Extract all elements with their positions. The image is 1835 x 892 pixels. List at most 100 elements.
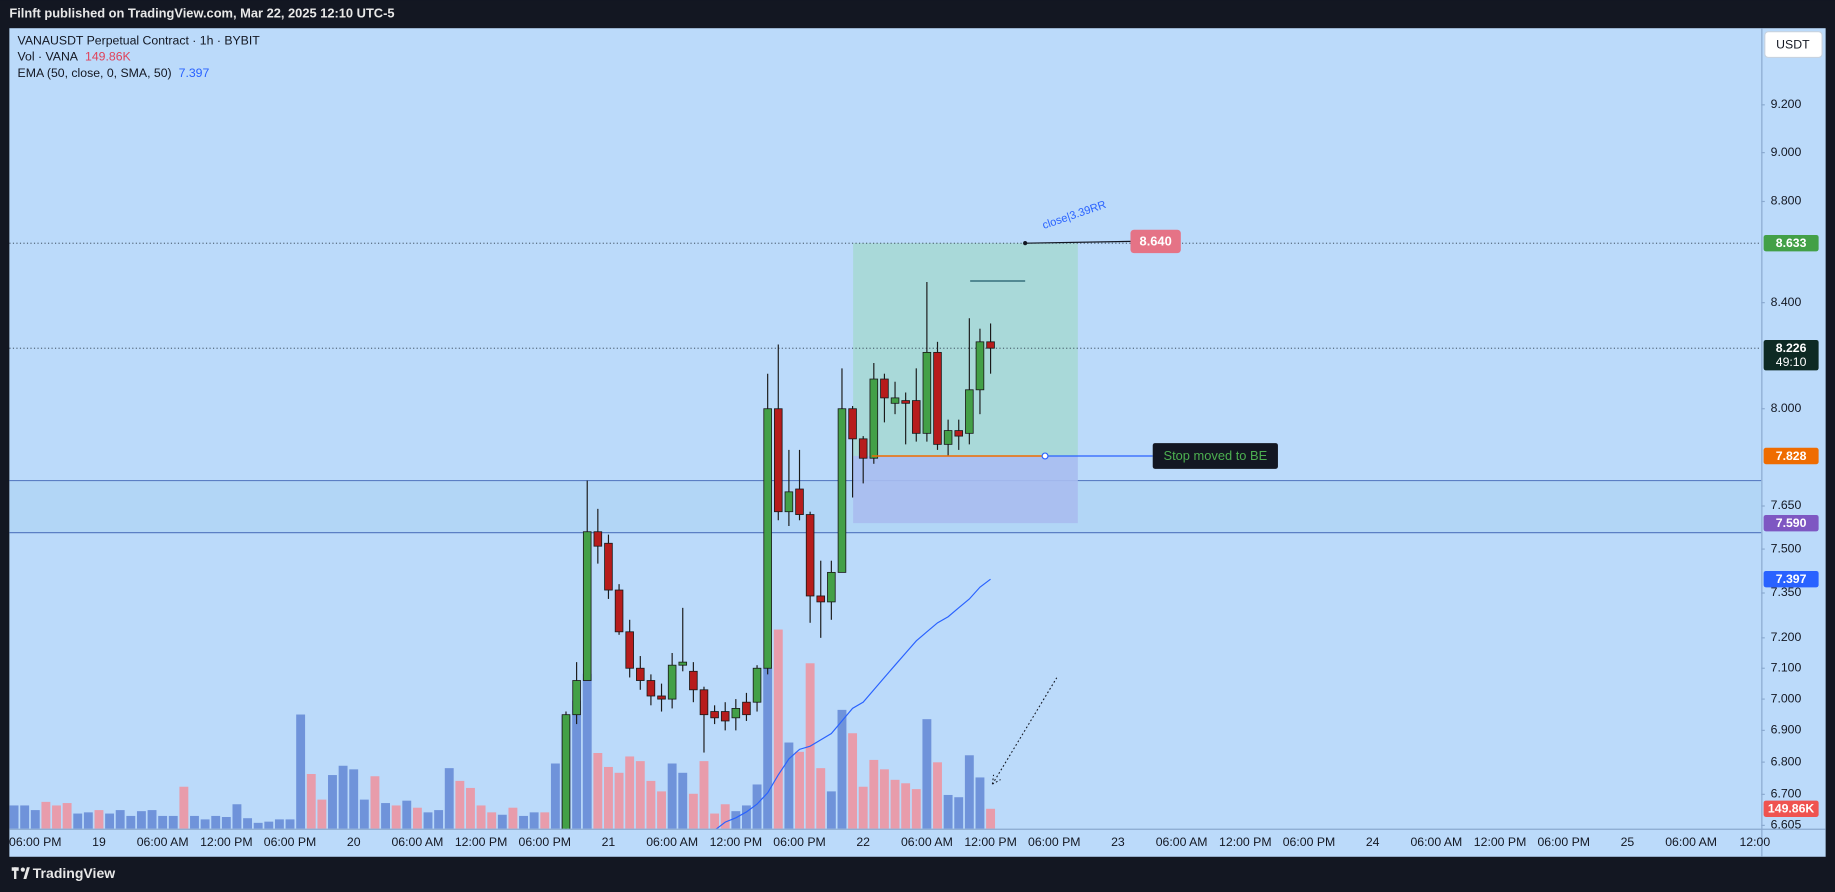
footer-brand: TradingView — [33, 865, 115, 881]
candle-body — [784, 491, 794, 513]
x-tick-label: 22 — [856, 835, 870, 849]
volume-bar — [391, 805, 401, 829]
volume-bar — [540, 812, 550, 829]
candle-body — [774, 408, 783, 513]
volume-bar — [869, 759, 879, 829]
volume-bar — [550, 763, 560, 829]
candle-body — [816, 595, 826, 603]
candle-body — [827, 571, 836, 603]
volume-bar — [434, 810, 444, 829]
volume-bar — [773, 629, 783, 829]
volume-bar — [423, 812, 433, 829]
currency-box — [1764, 31, 1823, 59]
candle-body — [646, 680, 656, 697]
candle-body — [561, 714, 571, 829]
x-tick-label: 12:00 PM — [1474, 835, 1527, 849]
candle-body — [572, 680, 581, 716]
x-tick-label: 12:00 PM — [1219, 835, 1272, 849]
volume-bar — [519, 815, 528, 829]
legend-volume-title: Vol · VANA — [18, 50, 79, 64]
volume-bar — [848, 733, 858, 829]
legend-title: VANAUSDT Perpetual Contract · 1h · BYBIT — [18, 33, 261, 47]
volume-bar — [837, 709, 847, 829]
price-label-box — [1763, 447, 1819, 465]
volume-bar — [572, 700, 582, 829]
candle-body — [869, 378, 879, 459]
volume-bar — [317, 799, 327, 829]
volume-bar — [264, 821, 274, 829]
price-label: 7.590 — [1776, 516, 1807, 530]
candle-body — [975, 341, 985, 391]
volume-bar — [986, 808, 996, 829]
target-label-box — [1130, 229, 1181, 254]
x-tick-label: 06:00 PM — [773, 835, 826, 849]
volume-bar — [232, 804, 242, 829]
candle-body — [922, 351, 932, 434]
candle-body — [752, 667, 762, 703]
volume-bar — [306, 773, 316, 829]
volume-bar — [412, 807, 422, 829]
x-tick-label: 19 — [92, 835, 106, 849]
volume-label-box — [1763, 800, 1819, 817]
candle-body — [763, 408, 772, 669]
volume-bar — [826, 791, 836, 829]
volume-bar — [699, 761, 709, 829]
price-label-box — [1763, 570, 1819, 588]
x-tick-label: 06:00 AM — [901, 835, 953, 849]
x-tick-label: 12:00 PM — [964, 835, 1017, 849]
trend-line — [1025, 240, 1132, 244]
volume-bar — [402, 800, 412, 829]
currency-label: USDT — [1776, 37, 1810, 51]
legend-volume-value: 149.86K — [85, 50, 132, 64]
volume-bar — [285, 819, 295, 829]
legend-volume: Vol · VANA 149.86K — [18, 50, 132, 64]
y-tick-label: 6.800 — [1771, 754, 1802, 768]
volume-bar — [943, 794, 953, 829]
footer-logo — [11, 867, 30, 880]
volume-bar — [816, 768, 826, 829]
volume-bar — [105, 813, 115, 829]
candle-body — [614, 589, 624, 633]
volume-bar — [688, 793, 698, 829]
volume-bar — [338, 765, 348, 829]
candle-body — [933, 351, 942, 445]
volume-bar — [83, 812, 93, 829]
x-tick-label: 06:00 AM — [391, 835, 443, 849]
x-tick-label: 24 — [1366, 835, 1380, 849]
x-tick-label: 06:00 PM — [264, 835, 317, 849]
candle-body — [604, 542, 613, 591]
volume-bar — [126, 815, 136, 829]
stop-zone — [853, 455, 1078, 524]
candle-body — [837, 408, 847, 573]
candle-body — [858, 438, 868, 459]
candle-body — [593, 531, 603, 547]
volume-bar — [784, 742, 794, 829]
volume-bar — [635, 761, 645, 829]
volume-bar — [221, 816, 231, 829]
y-tick-label: 8.400 — [1771, 295, 1802, 309]
dotted-arrow — [991, 677, 1058, 785]
volume-label: 149.86K — [1768, 802, 1815, 816]
volume-bar — [646, 780, 656, 829]
y-tick-label: 7.500 — [1771, 541, 1802, 555]
volume-bar — [274, 819, 284, 829]
price-label-box — [1763, 339, 1819, 371]
candle-body — [795, 488, 804, 515]
volume-bar — [115, 810, 125, 829]
volume-bar — [455, 780, 465, 829]
volume-bar — [678, 772, 688, 829]
price-label: 8.226 — [1776, 341, 1807, 355]
x-tick-label: 06:00 AM — [1410, 835, 1462, 849]
x-tick-label: 21 — [602, 835, 616, 849]
trend-anchor — [1023, 241, 1028, 246]
candle-body — [911, 400, 921, 434]
y-tick-label: 9.000 — [1771, 145, 1802, 159]
candle-body — [625, 631, 634, 669]
volume-bar — [795, 751, 804, 829]
candle-body — [954, 430, 964, 437]
volume-bar — [200, 819, 210, 829]
x-tick-label: 06:00 AM — [1156, 835, 1208, 849]
candle-body — [678, 661, 688, 666]
x-tick-label: 25 — [1621, 835, 1635, 849]
